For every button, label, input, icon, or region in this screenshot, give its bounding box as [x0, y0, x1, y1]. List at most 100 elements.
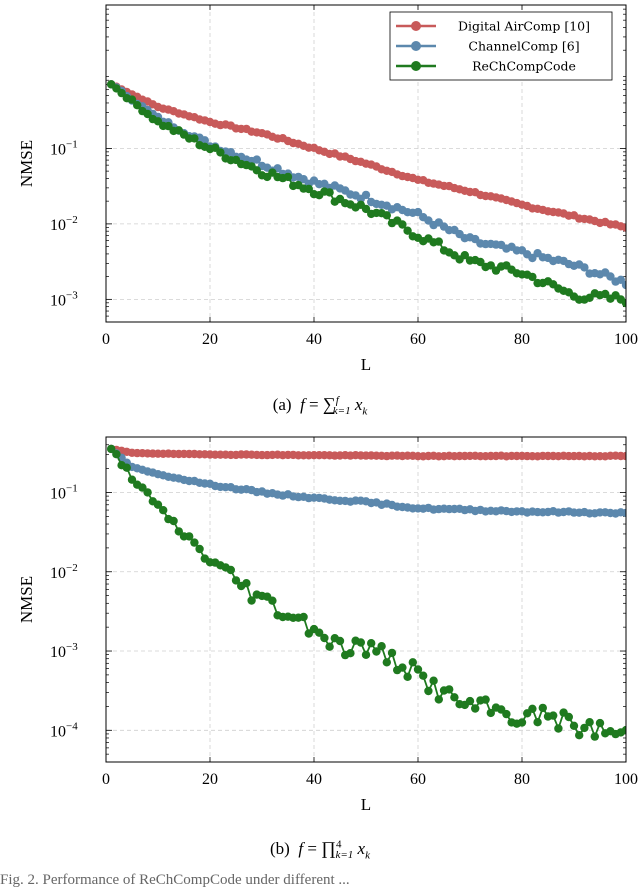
data-point [346, 649, 355, 658]
figure-caption-cutoff: Fig. 2. Performance of ReChCompCode unde… [0, 872, 350, 887]
data-point [143, 109, 152, 119]
data-point [585, 718, 594, 727]
data-point [216, 148, 225, 157]
x-tick-label: 40 [306, 771, 322, 788]
data-point [107, 444, 116, 454]
data-point [486, 708, 495, 718]
series-digital [107, 444, 626, 461]
data-point [481, 695, 490, 704]
chart-panel-b: 0 20 40 60 80 100 10−1 10−2 10−3 10−4 L NMSE [17, 436, 638, 814]
x-tick-label: 100 [614, 771, 638, 788]
series-line [110, 448, 626, 740]
data-point [403, 226, 412, 235]
data-point [580, 263, 589, 272]
data-point [367, 639, 376, 648]
data-point [575, 731, 584, 740]
data-point [445, 685, 454, 694]
data-point [408, 658, 417, 667]
data-point [361, 650, 371, 659]
y-axis-label: NMSE [17, 576, 36, 623]
data-point [133, 101, 142, 110]
data-point [476, 257, 485, 267]
data-point [190, 134, 199, 143]
data-point [127, 95, 137, 104]
data-point [621, 298, 626, 308]
y-axis-label: NMSE [17, 140, 36, 187]
data-point [387, 648, 397, 658]
data-point [590, 732, 599, 741]
data-point [382, 211, 391, 220]
legend-label: ChannelComp [6] [468, 39, 579, 54]
data-point [361, 190, 371, 200]
data-point [413, 665, 423, 674]
data-point [413, 207, 423, 217]
data-point [621, 223, 626, 232]
data-point [190, 538, 199, 547]
data-point [226, 565, 235, 575]
x-tick-label: 20 [202, 331, 218, 348]
y-tick-label: 10−2 [50, 214, 78, 234]
data-point [122, 463, 131, 472]
series-digital [107, 80, 626, 232]
data-point [621, 451, 626, 461]
plot-frame [105, 4, 627, 323]
x-tick-label: 60 [410, 771, 426, 788]
data-point [538, 703, 547, 713]
data-point [424, 686, 433, 696]
caption-a: (a) f = ∑fk=1 xk [272, 394, 368, 418]
y-tick-label: 10−1 [50, 482, 78, 502]
data-point [471, 704, 480, 713]
data-point [419, 671, 428, 680]
legend-swatch-marker [411, 21, 421, 31]
data-point [320, 633, 329, 643]
legend: Digital AirComp [10] ChannelComp [6] ReChC… [389, 11, 613, 81]
data-point [377, 642, 386, 651]
x-tick-label: 0 [102, 771, 110, 788]
data-point [304, 184, 313, 194]
data-point [153, 500, 163, 509]
data-point [549, 711, 558, 720]
x-tick-label: 80 [514, 331, 530, 348]
data-point [621, 725, 626, 735]
x-tick-label: 60 [410, 331, 426, 348]
chart-panel-a: 0 20 40 60 80 100 10−1 10−2 10−3 L NMSE Digital Air… [17, 4, 638, 374]
data-point [382, 658, 391, 667]
data-point [174, 527, 183, 536]
data-point [502, 709, 511, 719]
x-tick-label: 80 [514, 771, 530, 788]
data-point [242, 579, 251, 588]
data-point [486, 261, 495, 270]
series-rechcomp [107, 80, 626, 308]
data-point [247, 596, 256, 605]
data-point [398, 663, 407, 672]
data-point [434, 237, 443, 246]
data-point [372, 647, 381, 656]
data-point [361, 204, 371, 214]
series-rechcomp [107, 444, 626, 741]
y-tick-label: 10−4 [50, 720, 78, 740]
legend-swatch-marker [411, 61, 421, 71]
data-point [465, 696, 475, 706]
data-point [403, 672, 412, 681]
x-tick-label: 100 [614, 331, 638, 348]
data-point [195, 544, 204, 554]
data-point [315, 628, 324, 637]
data-point [460, 251, 469, 260]
caption-b: (b) f = ∏4k=1 xk [270, 838, 370, 862]
legend-box [389, 11, 613, 81]
y-tick-label: 10−2 [50, 562, 78, 582]
data-point [356, 638, 365, 647]
data-point [143, 488, 152, 497]
data-point [112, 450, 121, 459]
x-axis-label: L [361, 355, 371, 374]
legend-label: Digital AirComp [10] [458, 19, 590, 34]
data-point [434, 695, 443, 704]
data-point [580, 723, 589, 733]
data-point [595, 718, 605, 728]
data-point [231, 576, 241, 585]
data-point [450, 693, 459, 702]
data-point [564, 712, 573, 722]
data-point [325, 188, 334, 197]
data-point [283, 172, 293, 182]
